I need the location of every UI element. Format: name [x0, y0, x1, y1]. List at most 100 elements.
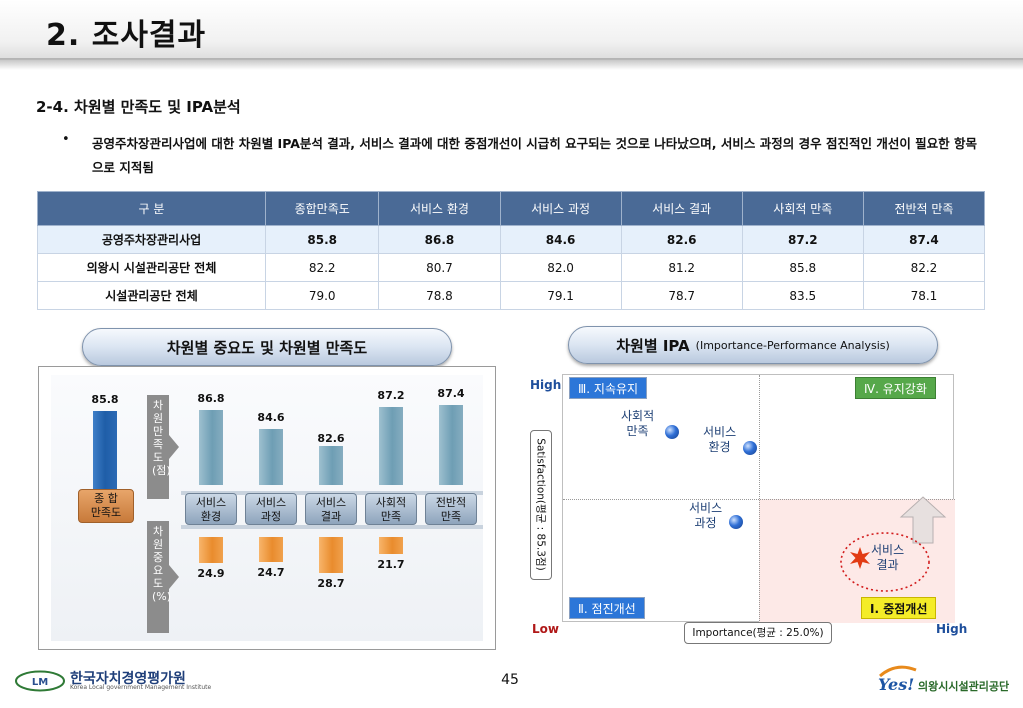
satisfaction-value-label: 84.6	[257, 410, 285, 424]
importance-value-label: 24.7	[257, 566, 285, 580]
ipa-x-axis-label: Importance(평균 : 25.0%)	[684, 622, 832, 644]
category-label-line: 환경	[200, 510, 222, 523]
table-row: 시설관리공단 전체 79.0 78.8 79.1 78.7 83.5 78.1	[37, 281, 986, 310]
table-header-row: 구 분 종합만족도 서비스 환경 서비스 과정 서비스 결과 사회적 만족 전반…	[37, 191, 986, 226]
ipa-subtitle: (Importance-Performance Analysis)	[695, 338, 890, 352]
footer-partner-logo: Yes! 의왕시시설관리공단	[876, 660, 1016, 696]
lm-logo-icon: LM	[15, 670, 65, 692]
header-cell: 서비스 과정	[499, 191, 622, 226]
bullet-text: 공영주차장관리사업에 대한 차원별 IPA분석 결과, 서비스 결과에 대한 중…	[92, 136, 978, 175]
header-cell: 서비스 환경	[378, 191, 501, 226]
title-bar	[0, 0, 1023, 60]
importance-axis-text: 차원중요도(%)	[152, 525, 172, 603]
page-number: 45	[501, 672, 519, 688]
importance-bar	[319, 537, 343, 573]
category-box: 사회적 만족	[365, 493, 417, 525]
category-label-line: 전반적	[435, 496, 467, 509]
title-bar-shadow	[0, 58, 1023, 70]
footer-org-name: 한국자치경영평가원	[70, 671, 186, 687]
footer-org-logo: LM 한국자치경영평가원 Korea Local government Mana…	[14, 668, 214, 694]
point-label-line: 서비스	[689, 501, 723, 515]
ipa-high-x-label: High	[936, 622, 968, 636]
overall-category-line1: 종 합	[94, 492, 118, 505]
table-cell: 82.2	[862, 253, 986, 282]
importance-value-label: 24.9	[197, 566, 225, 580]
ipa-title-pill: 차원별 IPA (Importance-Performance Analysis…	[568, 326, 938, 364]
point-result-marker	[850, 547, 870, 569]
table-cell: 87.2	[741, 225, 864, 254]
yes-logo-icon: Yes!	[878, 665, 917, 694]
table-cell: 78.1	[862, 281, 986, 310]
header-cell: 서비스 결과	[620, 191, 743, 226]
logo-initials: LM	[32, 677, 48, 688]
importance-bar	[199, 537, 223, 563]
page-title: 2. 조사결과	[46, 18, 207, 53]
table-cell: 83.5	[741, 281, 864, 310]
point-label-line: 서비스	[703, 425, 737, 439]
row-label: 의왕시 시설관리공단 전체	[37, 253, 266, 282]
point-label-line: 서비스	[871, 543, 905, 557]
table-cell: 79.0	[264, 281, 380, 310]
satisfaction-axis-label: 차원만족도(점)	[147, 395, 179, 499]
arrow-right-icon	[169, 435, 179, 459]
satisfaction-value-label: 82.6	[317, 431, 345, 445]
category-box: 전반적 만족	[425, 493, 477, 525]
table-cell: 82.2	[264, 253, 380, 282]
footer-org-sub: Korea Local government Management Instit…	[70, 684, 212, 691]
section-heading: 2-4. 차원별 만족도 및 IPA분석	[36, 98, 241, 116]
category-label-line: 만족	[440, 510, 462, 523]
table-cell: 82.6	[620, 225, 743, 254]
satisfaction-value-label: 86.8	[197, 392, 225, 406]
satisfaction-axis-text: 차원만족도(점)	[152, 399, 171, 477]
footer-partner-name: 의왕시시설관리공단	[918, 680, 1010, 693]
importance-axis-label: 차원중요도(%)	[147, 521, 179, 633]
ipa-mean-line-v	[759, 375, 760, 623]
table-cell: 85.8	[264, 225, 380, 254]
table-cell: 78.7	[620, 281, 743, 310]
overall-satisfaction-bar	[93, 411, 117, 495]
row-label: 공영주차장관리사업	[37, 225, 266, 254]
satisfaction-bar	[199, 410, 223, 485]
quadrant-label-q3: Ⅲ. 지속유지	[569, 377, 648, 399]
point-label-social: 사회적 만족	[621, 409, 654, 439]
left-chart-title: 차원별 중요도 및 차원별 만족도	[166, 338, 368, 357]
overall-category-box: 종 합 만족도	[78, 489, 134, 523]
category-box: 서비스 결과	[305, 493, 357, 525]
importance-value-label: 21.7	[377, 558, 405, 572]
point-label-line: 환경	[708, 440, 731, 454]
point-label-line: 과정	[694, 516, 717, 530]
category-label-line: 과정	[260, 510, 282, 523]
point-social-marker	[665, 425, 679, 439]
ipa-high-y-label: High	[530, 378, 562, 392]
table-cell: 85.8	[741, 253, 864, 282]
bullet-icon: •	[62, 132, 70, 147]
row-label: 시설관리공단 전체	[37, 281, 266, 310]
left-chart-panel: 85.8 종 합 만족도 차원만족도(점) 차원중요도(%) 86.8 서비스 환경…	[38, 366, 496, 650]
quadrant-label-q4: Ⅳ. 유지강화	[855, 377, 936, 399]
point-label-line: 사회적	[621, 409, 655, 423]
table-cell: 81.2	[620, 253, 743, 282]
category-label-line: 서비스	[195, 496, 227, 509]
point-label-result: 서비스 결과	[871, 543, 904, 573]
category-label-line: 결과	[320, 510, 342, 523]
highlight-ellipse	[840, 532, 930, 592]
importance-bar	[379, 537, 403, 555]
point-process-marker	[729, 515, 743, 529]
header-cell: 사회적 만족	[741, 191, 864, 226]
satisfaction-value-label: 87.2	[377, 388, 405, 402]
point-label-line: 결과	[876, 558, 899, 572]
quadrant-label-q2: Ⅱ. 점진개선	[569, 597, 645, 619]
point-label-process: 서비스 과정	[689, 501, 722, 531]
header-cell: 구 분	[37, 191, 266, 226]
category-label-line: 서비스	[255, 496, 287, 509]
table-cell: 86.8	[378, 225, 501, 254]
satisfaction-bar	[379, 406, 403, 485]
arrow-right-icon	[169, 565, 179, 589]
category-box: 서비스 과정	[245, 493, 297, 525]
category-label-line: 사회적	[375, 496, 407, 509]
satisfaction-bar	[259, 428, 283, 485]
ipa-y-axis-label: Satisfaction(평균 : 85.3점)	[534, 438, 547, 571]
table-cell: 78.8	[378, 281, 501, 310]
table-cell: 82.0	[499, 253, 622, 282]
overall-satisfaction-label: 85.8	[91, 393, 119, 406]
